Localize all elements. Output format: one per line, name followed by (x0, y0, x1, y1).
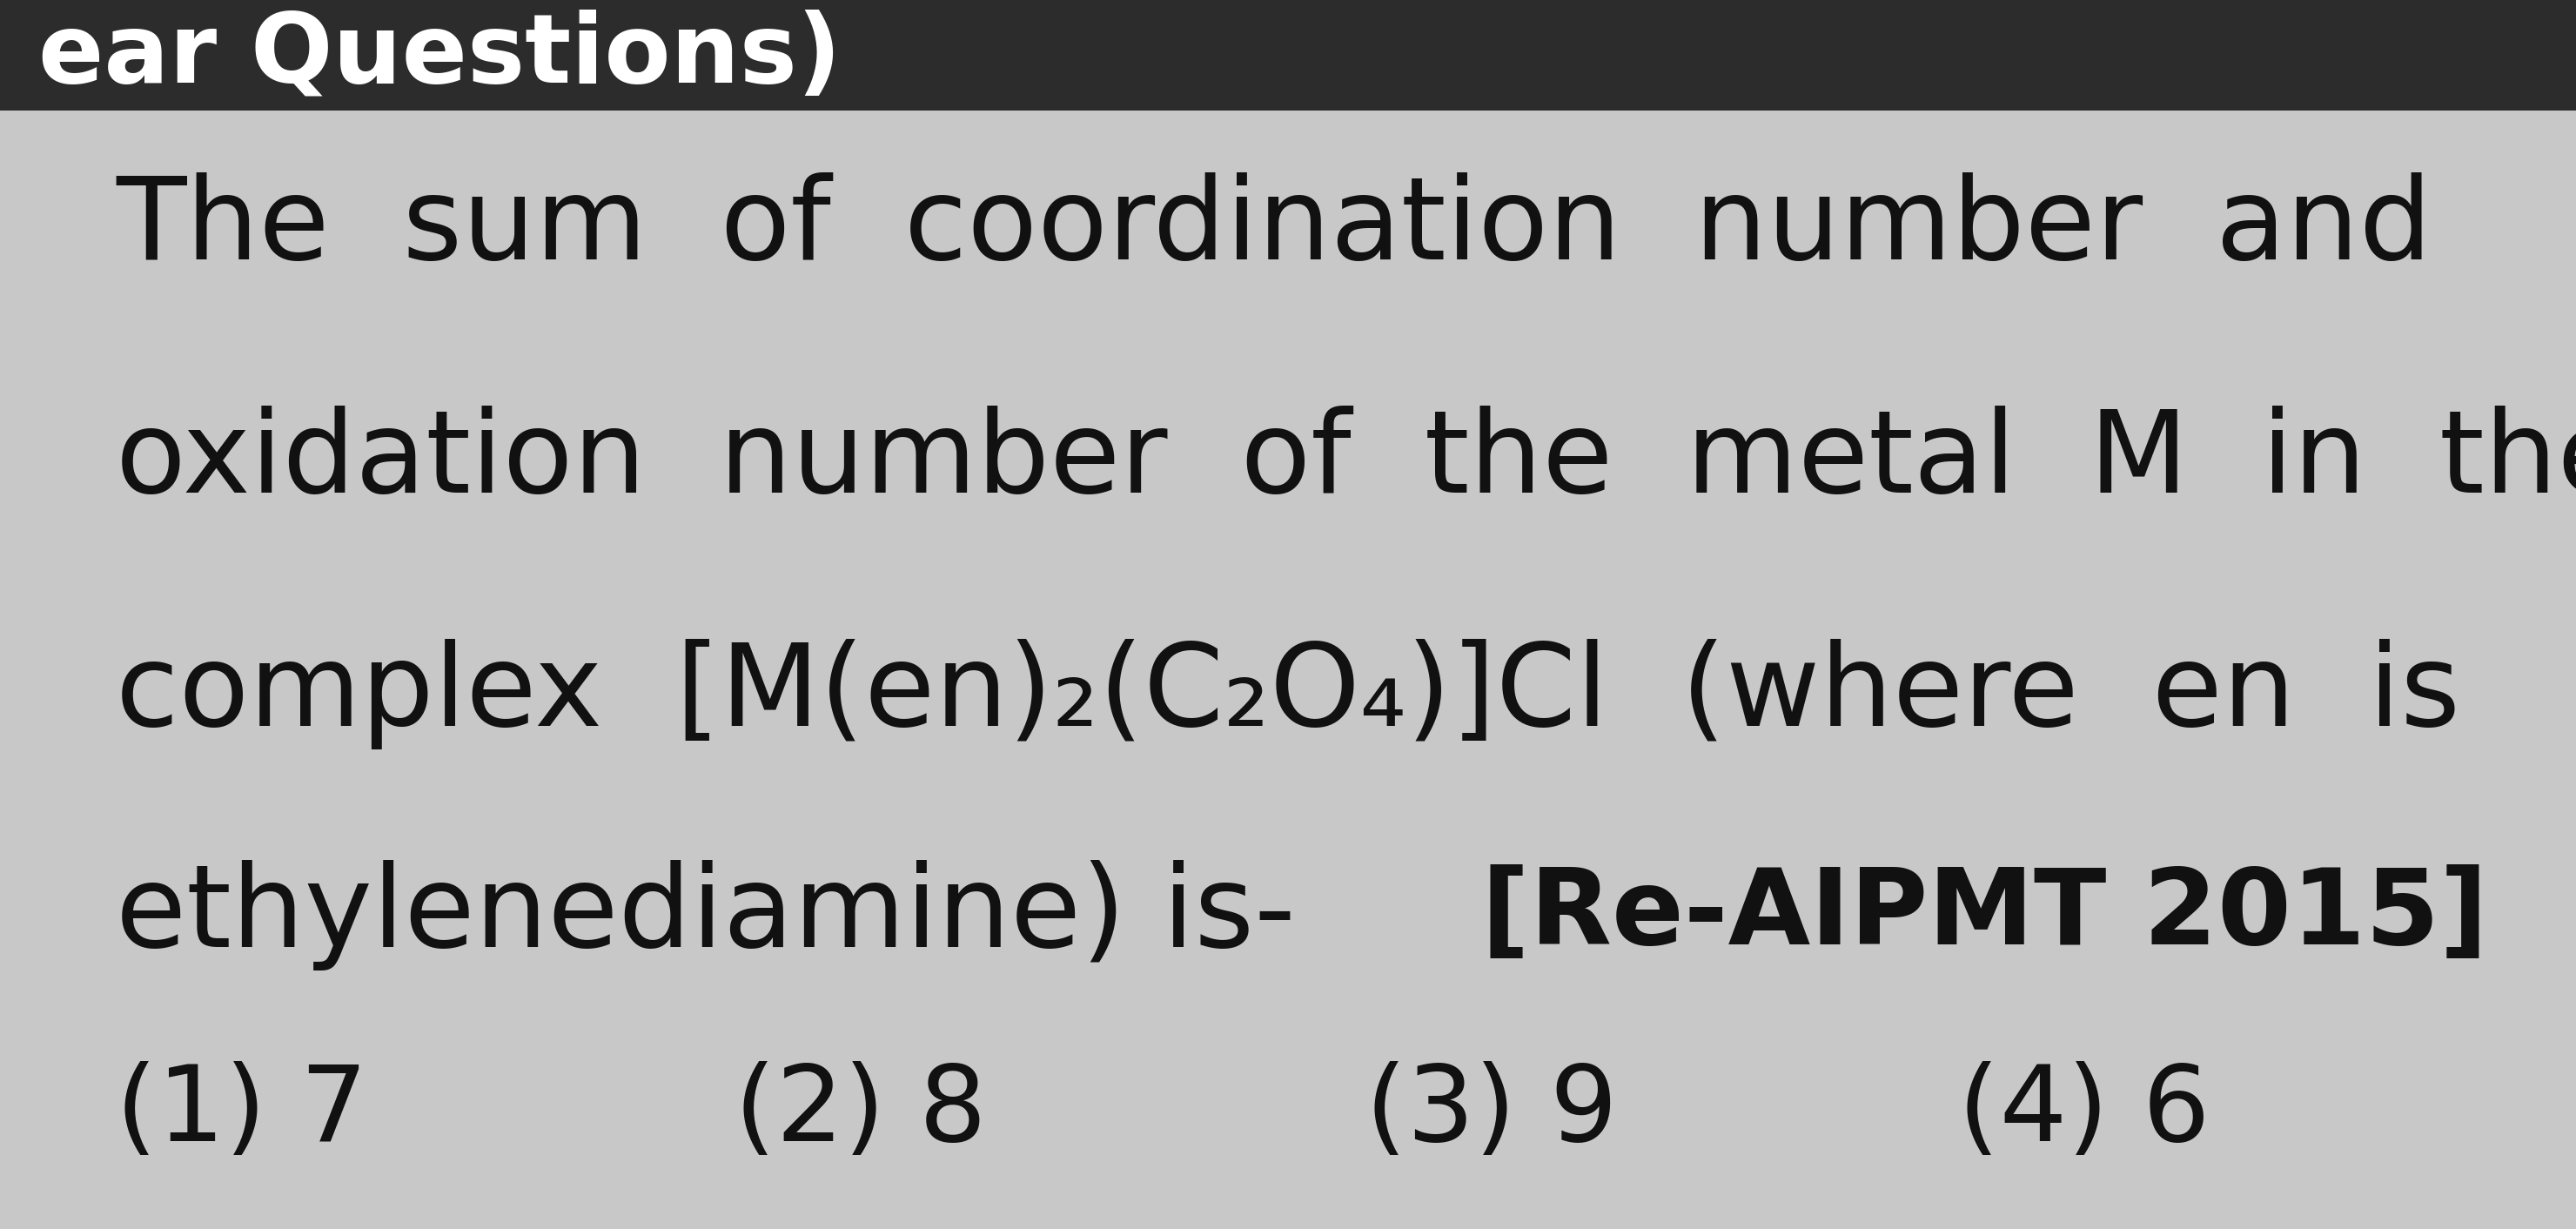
Text: (4) 6: (4) 6 (1958, 1062, 2210, 1163)
Text: (1) 7: (1) 7 (116, 1062, 368, 1163)
Text: The  sum  of  coordination  number  and: The sum of coordination number and (116, 172, 2432, 283)
Text: ear Questions): ear Questions) (39, 9, 842, 102)
Text: [Re-AIPMT 2015]: [Re-AIPMT 2015] (1481, 865, 2488, 966)
Text: oxidation  number  of  the  metal  M  in  the: oxidation number of the metal M in the (116, 406, 2576, 516)
FancyBboxPatch shape (0, 0, 2576, 111)
Text: complex  [M(en)₂(C₂O₄)]Cl  (where  en  is: complex [M(en)₂(C₂O₄)]Cl (where en is (116, 639, 2460, 750)
Text: ethylenediamine) is-: ethylenediamine) is- (116, 860, 1296, 971)
Text: (3) 9: (3) 9 (1365, 1062, 1618, 1163)
Text: (2) 8: (2) 8 (734, 1062, 987, 1163)
